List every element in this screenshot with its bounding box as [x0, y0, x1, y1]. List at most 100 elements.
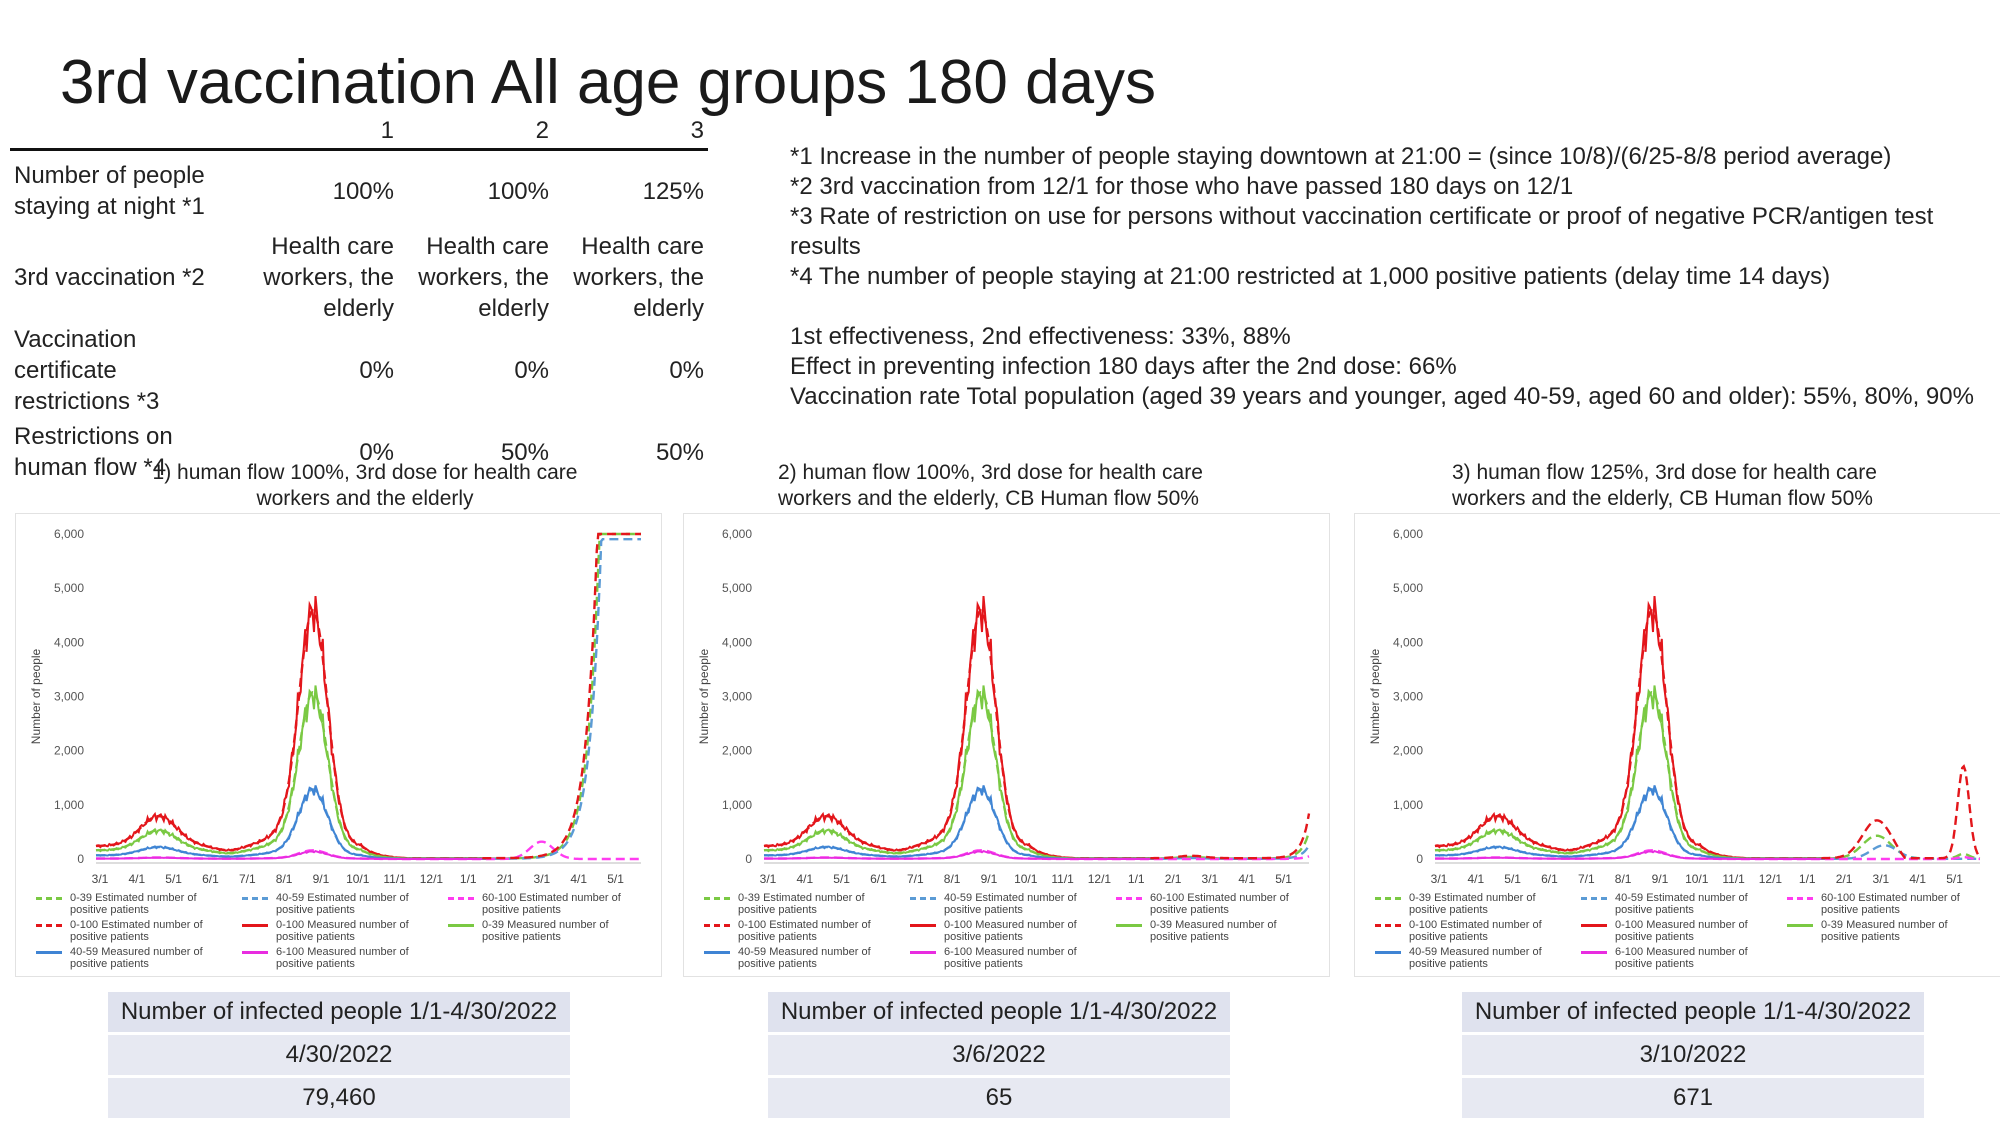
note-1: *1 Increase in the number of people stay…: [790, 143, 1892, 170]
infected-header: Number of infected people 1/1-4/30/2022: [108, 992, 570, 1033]
x-tick-label: 3/1: [760, 872, 777, 886]
x-tick-label: 2/1: [1165, 872, 1182, 886]
x-tick-label: 4/1: [1238, 872, 1255, 886]
legend-label: 40-59 Measured number of positive patien…: [1409, 946, 1542, 970]
row-label: 3rd vaccination *2: [14, 264, 205, 291]
note-vaccination-rate: Vaccination rate Total population (aged …: [790, 383, 1974, 410]
y-tick-label: 4,000: [1393, 635, 1423, 649]
legend-label: 40-59 Estimated number of positive patie…: [944, 892, 1077, 916]
legend-swatch: [1581, 897, 1607, 900]
legend-label: 0-100 Measured number of positive patien…: [944, 919, 1077, 943]
infected-summary-1: Number of infected people 1/1-4/30/2022 …: [108, 992, 570, 1121]
series-line-40-59-estimated-number-of-positive-patients: [764, 788, 1311, 860]
legend-item: 6-100 Measured number of positive patien…: [1581, 946, 1781, 974]
y-tick-label: 0: [1416, 852, 1423, 866]
x-tick-label: 11/1: [1722, 872, 1745, 886]
legend-swatch: [910, 951, 936, 954]
x-tick-label: 4/1: [1467, 872, 1484, 886]
legend-item: 40-59 Estimated number of positive patie…: [242, 892, 442, 920]
legend-swatch: [1116, 897, 1142, 900]
legend-swatch: [704, 897, 730, 900]
table-corner: [10, 115, 243, 151]
legend-swatch: [242, 924, 268, 927]
legend-label: 60-100 Estimated number of positive pati…: [482, 892, 621, 916]
legend-item: 0-100 Estimated number of positive patie…: [704, 919, 904, 947]
legend-label: 6-100 Measured number of positive patien…: [276, 946, 409, 970]
x-tick-label: 7/1: [239, 872, 256, 886]
series-line-40-59-measured-number-of-positive-patients: [763, 785, 1150, 860]
chart-3: 0 1,000 2,000 3,000 4,000 5,000 6,000 3/1 4/1 5/1…: [1354, 513, 2000, 977]
row-label: Restrictions on human flow *4: [14, 423, 173, 481]
chart-2-plot: 0 1,000 2,000 3,000 4,000 5,000 6,000 3/1 4/1 5/1…: [697, 527, 1311, 886]
series-line-0-39-measured-number-of-positive-patients: [763, 685, 1150, 860]
chart-3-title: 3) human flow 125%, 3rd dose for health …: [1452, 461, 1877, 510]
y-tick-label: 1,000: [54, 798, 84, 812]
legend-label: 40-59 Estimated number of positive patie…: [1615, 892, 1748, 916]
x-tick-label: 9/1: [1652, 872, 1669, 886]
x-tick-label: 8/1: [1615, 872, 1632, 886]
legend-swatch: [910, 924, 936, 927]
infected-count: 79,460: [108, 1078, 570, 1119]
table-header-row: 1 2 3: [10, 115, 708, 151]
x-tick-label: 9/1: [313, 872, 330, 886]
series-line-40-59-measured-number-of-positive-patients: [95, 785, 482, 860]
cell-value: 100%: [332, 177, 394, 205]
legend-swatch: [704, 924, 730, 927]
legend-swatch: [1375, 924, 1401, 927]
note-180-day-effect: Effect in preventing infection 180 days …: [790, 353, 1457, 380]
infected-count: 65: [768, 1078, 1230, 1119]
column-header-3: 3: [553, 115, 708, 151]
x-tick-label: 3/1: [92, 872, 109, 886]
x-tick-label: 8/1: [944, 872, 961, 886]
cell-value: 50%: [500, 438, 549, 466]
infected-date: 3/6/2022: [768, 1035, 1230, 1076]
x-tick-label: 10/1: [1685, 872, 1709, 886]
infected-date: 3/10/2022: [1462, 1035, 1924, 1076]
legend-item: 0-100 Measured number of positive patien…: [242, 919, 442, 947]
legend-swatch: [1375, 951, 1401, 954]
note-2: *2 3rd vaccination from 12/1 for those w…: [790, 173, 1574, 200]
legend-swatch: [1375, 897, 1401, 900]
x-tick-label: 4/1: [1909, 872, 1926, 886]
x-tick-label: 3/1: [534, 872, 551, 886]
cell-value: 0%: [359, 357, 394, 384]
y-axis-label: Number of people: [29, 648, 43, 744]
x-tick-label: 12/1: [1088, 872, 1112, 886]
legend-swatch: [1581, 951, 1607, 954]
legend-item: 0-100 Estimated number of positive patie…: [36, 919, 236, 947]
x-tick-label: 4/1: [128, 872, 145, 886]
x-tick-label: 9/1: [981, 872, 998, 886]
note-effectiveness: 1st effectiveness, 2nd effectiveness: 33…: [790, 323, 1291, 350]
series-line-0-100-estimated-number-of-positive-patients: [764, 608, 1311, 860]
y-tick-label: 3,000: [54, 690, 84, 704]
table-row: Vaccination certificate restrictions *3 …: [10, 324, 708, 417]
x-tick-label: 11/1: [1051, 872, 1074, 886]
legend-item: 40-59 Estimated number of positive patie…: [1581, 892, 1781, 920]
x-tick-label: 3/1: [1202, 872, 1219, 886]
series-line-6-100-measured-number-of-positive-patients: [96, 849, 482, 860]
cell-value: 0%: [359, 438, 394, 466]
legend-item: 0-39 Estimated number of positive patien…: [36, 892, 236, 920]
legend-swatch: [36, 897, 62, 900]
page-title: 3rd vaccination All age groups 180 days: [60, 48, 1157, 117]
legend-label: 0-100 Measured number of positive patien…: [1615, 919, 1748, 943]
legend-item: 40-59 Measured number of positive patien…: [1375, 946, 1575, 974]
x-tick-label: 6/1: [870, 872, 887, 886]
y-tick-label: 1,000: [1393, 798, 1423, 812]
legend-item: 60-100 Estimated number of positive pati…: [1116, 892, 1316, 920]
series-line-0-39-measured-number-of-positive-patients: [1434, 685, 1821, 860]
x-tick-label: 5/1: [1275, 872, 1292, 886]
legend-label: 0-100 Estimated number of positive patie…: [738, 919, 871, 943]
legend-label: 0-39 Estimated number of positive patien…: [738, 892, 865, 916]
y-tick-label: 0: [77, 852, 84, 866]
legend-item: 60-100 Estimated number of positive pati…: [1787, 892, 1987, 920]
x-tick-label: 1/1: [460, 872, 477, 886]
infected-count: 671: [1462, 1078, 1924, 1119]
x-tick-label: 6/1: [202, 872, 219, 886]
legend-label: 0-39 Measured number of positive patient…: [482, 919, 609, 943]
legend-swatch: [1581, 924, 1607, 927]
x-tick-label: 12/1: [420, 872, 444, 886]
cell-value: 0%: [669, 357, 704, 384]
x-tick-label: 2/1: [497, 872, 514, 886]
series-line-0-39-measured-number-of-positive-patients: [95, 685, 482, 860]
